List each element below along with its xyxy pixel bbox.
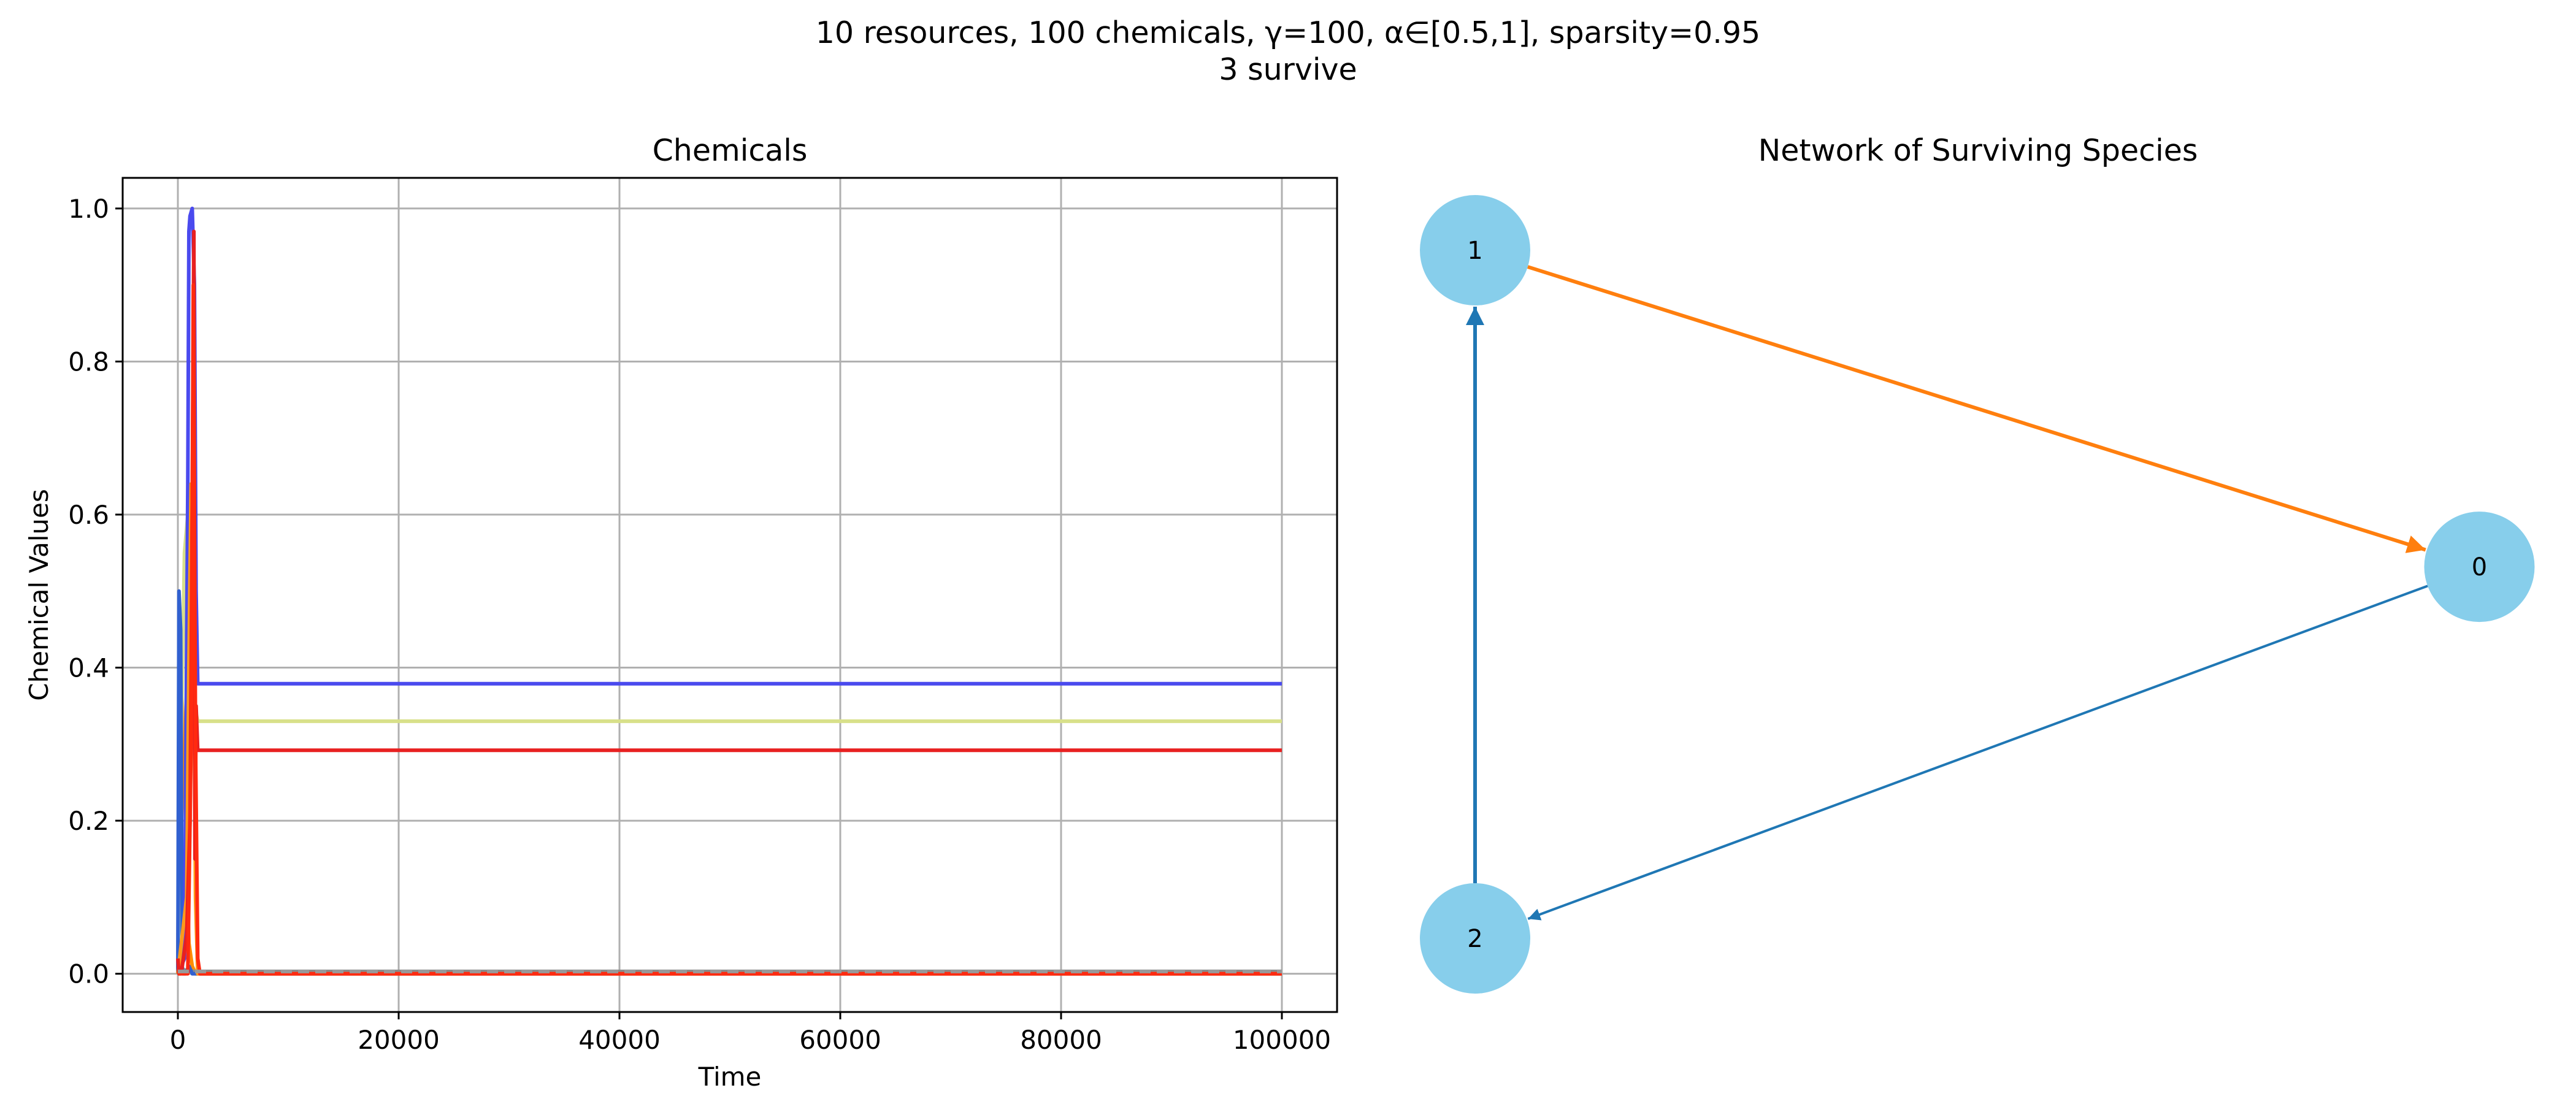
species-node-label: 0: [2472, 553, 2487, 581]
left-panel-title: Chemicals: [652, 133, 808, 168]
y-axis-label: Chemical Values: [24, 489, 54, 700]
right-panel-title: Network of Surviving Species: [1758, 133, 2198, 168]
species-node-label: 1: [1467, 237, 1482, 265]
x-axis-label: Time: [698, 1062, 762, 1092]
species-node-0: [2424, 512, 2535, 623]
edge-1-to-0: [1527, 265, 2426, 553]
x-tick-label: 80000: [1020, 1025, 1102, 1055]
figure-title: 10 resources, 100 chemicals, γ=100, α∈[0…: [815, 15, 1761, 50]
figure-subtitle: 3 survive: [1219, 52, 1357, 87]
y-tick-label: 0.8: [68, 347, 109, 377]
x-tick-label: 60000: [799, 1025, 881, 1055]
y-tick-label: 0.0: [68, 959, 109, 989]
edge-0-to-2: [1527, 585, 2428, 921]
x-tick-label: 40000: [578, 1025, 661, 1055]
series-group: [176, 206, 1282, 976]
series-line-4: [176, 206, 1282, 975]
y-tick-label: 0.4: [68, 653, 109, 683]
y-tick-label: 1.0: [68, 194, 109, 224]
species-node-1: [1420, 195, 1530, 305]
plot-frame: [121, 177, 1338, 1013]
x-tick-label: 100000: [1233, 1025, 1331, 1055]
species-node-label: 2: [1467, 925, 1482, 953]
x-tick-label: 20000: [358, 1025, 440, 1055]
species-node-2: [1420, 883, 1530, 994]
x-tick-label: 0: [170, 1025, 186, 1055]
y-tick-label: 0.6: [68, 500, 109, 530]
y-tick-label: 0.2: [68, 806, 109, 836]
